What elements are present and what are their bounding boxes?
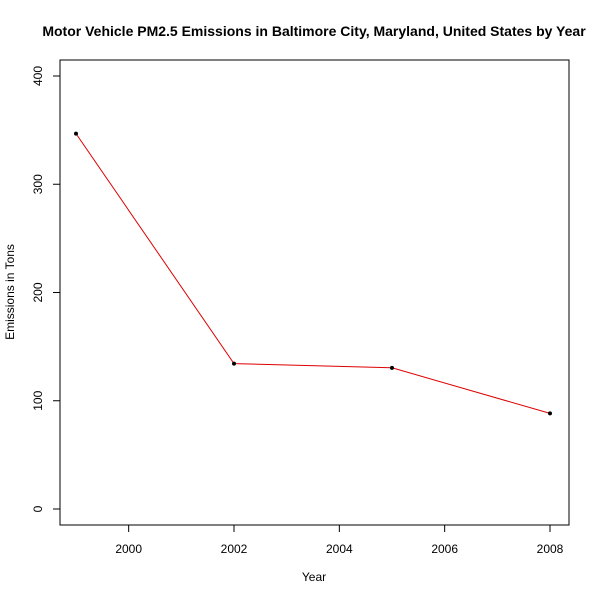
y-axis-label: Emissions in Tons (3, 244, 17, 340)
y-tick-label: 200 (31, 282, 45, 302)
series-line (75, 133, 551, 414)
data-point (548, 411, 552, 416)
y-tick-label: 100 (31, 390, 45, 410)
x-tick-label: 2000 (115, 542, 142, 556)
chart-marks: 2000 2002 2004 2006 2008 0 100 200 300 400 (31, 66, 564, 556)
plot-box (59, 59, 570, 526)
data-point (74, 131, 78, 136)
data-point (232, 361, 236, 366)
data-point (390, 365, 394, 370)
x-tick-label: 2004 (326, 542, 353, 556)
x-tick-label: 2006 (431, 542, 458, 556)
y-tick-label: 0 (31, 505, 45, 512)
x-tick-label: 2008 (537, 542, 564, 556)
chart-title: Motor Vehicle PM2.5 Emissions in Baltimo… (42, 23, 586, 39)
y-tick-label: 300 (31, 174, 45, 194)
x-axis-label: Year (302, 570, 326, 584)
x-tick-label: 2002 (221, 542, 248, 556)
y-tick-label: 400 (31, 66, 45, 86)
